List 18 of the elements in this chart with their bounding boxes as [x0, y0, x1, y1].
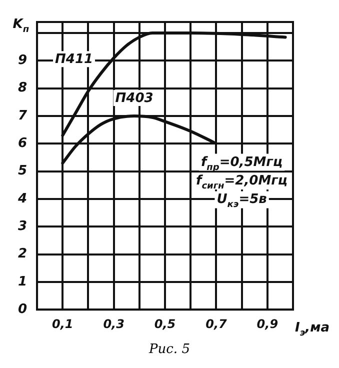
series-label: П403 [115, 91, 154, 106]
y-tick-label: 1 [18, 274, 28, 290]
x-tick-label: 0,3 [103, 316, 124, 331]
x-tick-label: 0,1 [52, 316, 74, 331]
series-label: П411 [55, 52, 94, 68]
y-tick-label: 9 [18, 53, 28, 68]
y-tick-label: 7 [18, 108, 28, 124]
y-tick-label: 2 [18, 246, 28, 262]
y-tick-label: 0 [18, 302, 28, 317]
y-tick-label: 6 [18, 136, 28, 152]
x-tick-label: 0,5 [154, 316, 176, 331]
text: Рис. 5 [148, 342, 191, 357]
x-tick-label: 0,7 [206, 316, 228, 331]
y-tick-label: 3 [18, 219, 28, 234]
y-tick-label: 5 [18, 164, 28, 179]
y-tick-label: 4 [17, 191, 28, 206]
y-tick-label: 8 [18, 80, 28, 96]
x-tick-label: 0,9 [256, 316, 278, 331]
